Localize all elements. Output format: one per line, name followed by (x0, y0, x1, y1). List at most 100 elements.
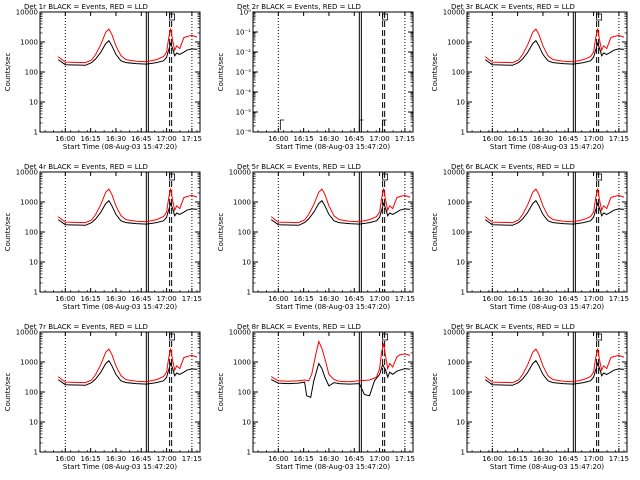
x-tick-label: 17:15 (182, 455, 202, 463)
flag-box (596, 13, 603, 21)
flag-box (596, 173, 603, 181)
x-tick-label: 16:30 (106, 455, 126, 463)
series-lld-line (270, 188, 411, 224)
x-axis-label: Start Time (08-Aug-03 15:47:20) (276, 303, 390, 311)
x-tick-label: 16:45 (558, 455, 578, 463)
panel-det-9: Det 9r BLACK = Events, RED = LLD Counts/s… (431, 323, 629, 471)
y-tick-label: 1 (34, 289, 38, 297)
y-tick-label: 1000 (233, 359, 251, 367)
panel-title: Det 8r BLACK = Events, RED = LLD (237, 323, 361, 331)
x-tick-label: 16:30 (319, 295, 339, 303)
x-tick-label: 17:15 (395, 455, 415, 463)
panel-det-6: Det 6r BLACK = Events, RED = LLD Counts/s… (431, 163, 629, 311)
y-tick-label: 100 (238, 229, 251, 237)
y-tick-label: 100 (25, 69, 38, 77)
y-tick-label: 10 (242, 259, 251, 267)
flag-box (382, 173, 389, 181)
panel-title: Det 2r BLACK = Events, RED = LLD (237, 3, 361, 11)
series-events-line (270, 362, 411, 398)
y-tick-label: 1000 (233, 199, 251, 207)
plot-frame (252, 11, 414, 133)
x-tick-label: 16:45 (131, 135, 151, 143)
x-tick-label: 16:30 (533, 295, 553, 303)
series-events-line (484, 39, 625, 66)
x-tick-label: 17:00 (583, 135, 603, 143)
x-tick-label: 16:15 (81, 135, 101, 143)
x-axis-label: Start Time (08-Aug-03 15:47:20) (276, 143, 390, 151)
y-tick-label: 100 (238, 389, 251, 397)
y-tick-label: 1 (247, 449, 251, 457)
y-tick-label: 1 (461, 449, 465, 457)
x-tick-label: 16:45 (131, 295, 151, 303)
x-tick-label: 17:00 (369, 455, 389, 463)
x-tick-label: 17:00 (156, 455, 176, 463)
x-tick-label: 16:30 (319, 135, 339, 143)
y-tick-label: 100 (25, 229, 38, 237)
series-lld-line (484, 188, 625, 224)
x-axis-label: Start Time (08-Aug-03 15:47:20) (490, 143, 604, 151)
panel-title: Det 1r BLACK = Events, RED = LLD (24, 3, 148, 11)
plot-frame (39, 171, 201, 293)
x-tick-label: 16:30 (533, 135, 553, 143)
y-tick-label: 10⁻⁶ (236, 129, 252, 137)
x-axis-label: Start Time (08-Aug-03 15:47:20) (490, 463, 604, 471)
x-tick-label: 16:45 (558, 295, 578, 303)
y-tick-label: 10 (29, 99, 38, 107)
flag-box (169, 173, 176, 181)
x-tick-label: 16:30 (533, 455, 553, 463)
y-tick-label: 10⁻⁴ (236, 89, 252, 97)
x-tick-label: 16:00 (482, 295, 502, 303)
x-tick-label: 16:00 (268, 135, 288, 143)
y-tick-label: 1 (461, 289, 465, 297)
x-tick-label: 17:15 (609, 135, 629, 143)
y-tick-label: 1000 (20, 359, 38, 367)
y-axis-label: Counts/sec (217, 213, 225, 252)
y-tick-label: 10000 (443, 329, 465, 337)
y-tick-label: 1000 (20, 199, 38, 207)
panel-title: Det 3r BLACK = Events, RED = LLD (451, 3, 575, 11)
y-tick-label: 1 (34, 449, 38, 457)
x-axis-label: Start Time (08-Aug-03 15:47:20) (276, 463, 390, 471)
y-tick-label: 1000 (447, 199, 465, 207)
x-tick-label: 16:45 (131, 455, 151, 463)
panel-det-3: Det 3r BLACK = Events, RED = LLD Counts/s… (431, 3, 629, 151)
panel-det-7: Det 7r BLACK = Events, RED = LLD Counts/s… (4, 323, 202, 471)
empty-flag-glyph (382, 119, 387, 130)
y-tick-label: 10⁻⁵ (236, 109, 252, 117)
x-axis-label: Start Time (08-Aug-03 15:47:20) (63, 303, 177, 311)
y-tick-label: 10000 (16, 9, 38, 17)
series-lld-line (57, 348, 198, 384)
x-tick-label: 17:00 (369, 135, 389, 143)
y-tick-label: 1000 (447, 359, 465, 367)
x-tick-label: 16:30 (319, 455, 339, 463)
x-tick-label: 17:15 (182, 295, 202, 303)
y-axis-label: Counts/sec (431, 373, 439, 412)
flag-box (169, 333, 176, 341)
x-tick-label: 16:00 (268, 455, 288, 463)
panel-title: Det 6r BLACK = Events, RED = LLD (451, 163, 575, 171)
x-tick-label: 16:15 (294, 455, 314, 463)
panel-title: Det 9r BLACK = Events, RED = LLD (451, 323, 575, 331)
x-tick-label: 17:15 (395, 295, 415, 303)
y-axis-label: Counts/sec (431, 53, 439, 92)
flag-box (382, 333, 389, 341)
series-events-line (57, 359, 198, 386)
y-axis-label: Counts/sec (4, 373, 12, 412)
x-tick-label: 16:15 (294, 135, 314, 143)
x-tick-label: 16:00 (55, 295, 75, 303)
panel-title: Det 4r BLACK = Events, RED = LLD (24, 163, 148, 171)
panel-det-1: Det 1r BLACK = Events, RED = LLD Counts/s… (4, 3, 202, 151)
y-axis-label: Counts/sec (4, 53, 12, 92)
x-tick-label: 16:00 (482, 455, 502, 463)
series-lld-line (484, 348, 625, 384)
y-tick-label: 10 (456, 419, 465, 427)
y-tick-label: 100 (452, 229, 465, 237)
y-tick-label: 10 (456, 99, 465, 107)
x-tick-label: 16:15 (508, 295, 528, 303)
y-tick-label: 100 (452, 389, 465, 397)
y-tick-label: 10⁻¹ (236, 29, 252, 37)
series-lld-line (57, 188, 198, 224)
x-tick-label: 16:15 (81, 455, 101, 463)
y-tick-label: 100 (25, 389, 38, 397)
